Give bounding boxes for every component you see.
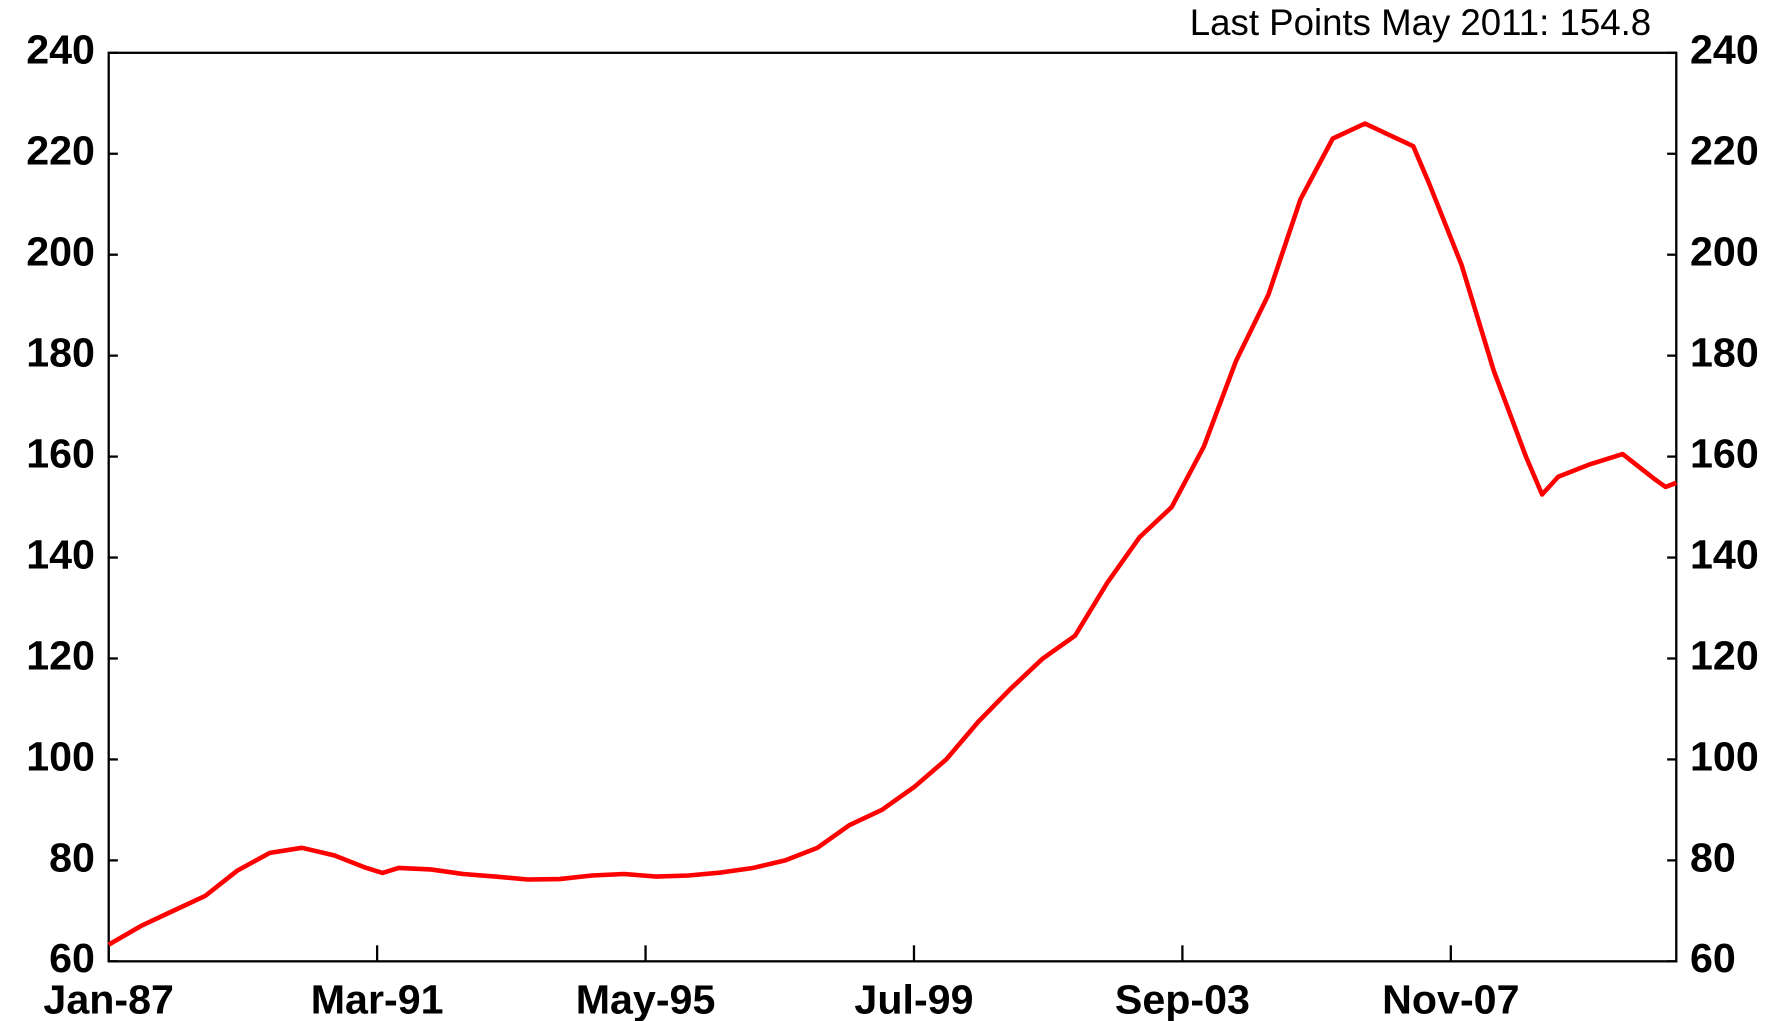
y2-tick-label: 200 xyxy=(1690,229,1759,275)
y-tick-label: 60 xyxy=(49,935,95,981)
y-tick-label: 120 xyxy=(26,632,95,678)
y-tick-label: 240 xyxy=(26,27,95,73)
y-tick-label: 200 xyxy=(26,229,95,275)
y-tick-label: 160 xyxy=(26,430,95,476)
x-tick-label: Jul-99 xyxy=(854,976,973,1021)
y2-tick-label: 240 xyxy=(1690,27,1759,73)
plot-frame xyxy=(107,51,1678,963)
y-tick-label: 100 xyxy=(26,733,95,779)
y2-tick-label: 160 xyxy=(1690,430,1759,476)
line-series xyxy=(107,121,1678,947)
y2-tick-label: 180 xyxy=(1690,330,1759,376)
y2-tick-label: 60 xyxy=(1690,935,1736,981)
x-tick-label: Sep-03 xyxy=(1115,976,1250,1021)
y2-tick-label: 120 xyxy=(1690,632,1759,678)
x-tick-label: Jan-87 xyxy=(43,976,174,1021)
y-tick-label: 220 xyxy=(26,128,95,174)
x-tick-label: Nov-07 xyxy=(1382,976,1519,1021)
y2-tick-label: 140 xyxy=(1690,531,1759,577)
y2-tick-label: 220 xyxy=(1690,128,1759,174)
x-tick-label: Mar-91 xyxy=(311,976,444,1021)
annotation: Last Points May 2011: 154.8 xyxy=(1190,2,1651,43)
y-tick-label: 80 xyxy=(49,834,95,880)
y-tick-label: 180 xyxy=(26,330,95,376)
y2-tick-label: 80 xyxy=(1690,834,1736,880)
x-tick-label: May-95 xyxy=(576,976,716,1021)
y2-tick-label: 100 xyxy=(1690,733,1759,779)
y-tick-label: 140 xyxy=(26,531,95,577)
